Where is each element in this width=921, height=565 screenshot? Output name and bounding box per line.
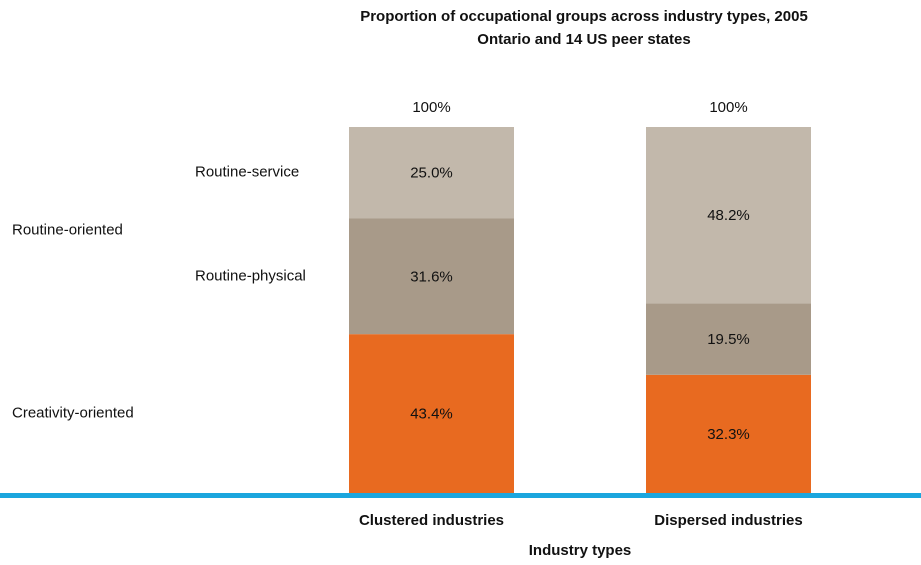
x-tick-label: Clustered industries <box>359 512 504 529</box>
chart-subtitle: Ontario and 14 US peer states <box>477 31 690 48</box>
value-label: 31.6% <box>410 268 453 285</box>
group-label: Routine-oriented <box>12 222 123 239</box>
bar-segment <box>349 334 514 493</box>
bar-segment <box>349 218 514 335</box>
total-label: 100% <box>709 99 747 116</box>
x-tick-label: Dispersed industries <box>654 512 802 529</box>
value-label: 32.3% <box>707 426 750 443</box>
bar-segment <box>646 303 811 375</box>
bar-segment <box>349 127 514 219</box>
bar-segment <box>646 374 811 493</box>
value-label: 25.0% <box>410 165 453 182</box>
legend-label: Routine-service <box>195 164 299 181</box>
value-label: 48.2% <box>707 207 750 224</box>
bar-segment <box>646 127 811 304</box>
x-axis-line <box>0 493 921 498</box>
legend-label: Routine-physical <box>195 267 306 284</box>
chart-title: Proportion of occupational groups across… <box>360 8 808 25</box>
value-label: 43.4% <box>410 406 453 423</box>
x-axis-label: Industry types <box>529 542 632 559</box>
legend-label: Creativity-oriented <box>12 405 134 422</box>
value-label: 19.5% <box>707 331 750 348</box>
total-label: 100% <box>412 99 450 116</box>
